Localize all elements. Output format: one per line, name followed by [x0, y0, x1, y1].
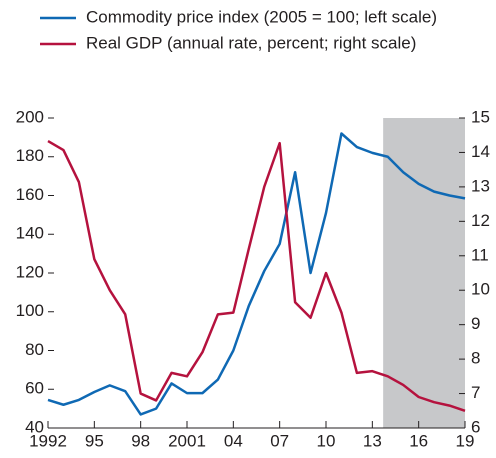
x-tick-label: 95	[85, 431, 104, 450]
legend-label: Real GDP (annual rate, percent; right sc…	[86, 33, 416, 52]
forecast-shade	[383, 118, 465, 428]
x-tick-label: 10	[317, 431, 336, 450]
legend-label: Commodity price index (2005 = 100; left …	[86, 7, 437, 26]
y-tick-label: 140	[16, 224, 44, 243]
series-line	[47, 139, 466, 412]
y2-tick-label: 12	[471, 211, 490, 230]
y-tick-label: 180	[16, 146, 44, 165]
x-tick-label: 2001	[168, 431, 206, 450]
x-tick-label: 1992	[29, 431, 67, 450]
y-tick-label: 160	[16, 185, 44, 204]
y2-tick-label: 8	[471, 349, 480, 368]
y2-tick-label: 10	[471, 280, 490, 299]
x-tick-label: 07	[270, 431, 289, 450]
y-tick-label: 80	[25, 340, 44, 359]
y2-tick-label: 11	[471, 245, 489, 264]
y2-tick-label: 7	[471, 383, 480, 402]
x-tick-label: 16	[409, 431, 428, 450]
y2-tick-label: 15	[471, 107, 490, 126]
y2-tick-label: 9	[471, 314, 480, 333]
y2-tick-label: 13	[471, 176, 490, 195]
series-line	[47, 132, 466, 416]
x-tick-label: 13	[363, 431, 382, 450]
y-tick-label: 200	[16, 107, 44, 126]
x-tick-label: 04	[224, 431, 243, 450]
y-tick-label: 60	[25, 379, 44, 398]
y-tick-label: 120	[16, 262, 44, 281]
x-tick-label: 19	[456, 431, 475, 450]
y2-tick-label: 14	[471, 142, 490, 161]
y-tick-label: 40	[25, 417, 44, 436]
y-tick-label: 100	[16, 301, 44, 320]
y2-tick-label: 6	[471, 417, 480, 436]
x-tick-label: 98	[131, 431, 150, 450]
